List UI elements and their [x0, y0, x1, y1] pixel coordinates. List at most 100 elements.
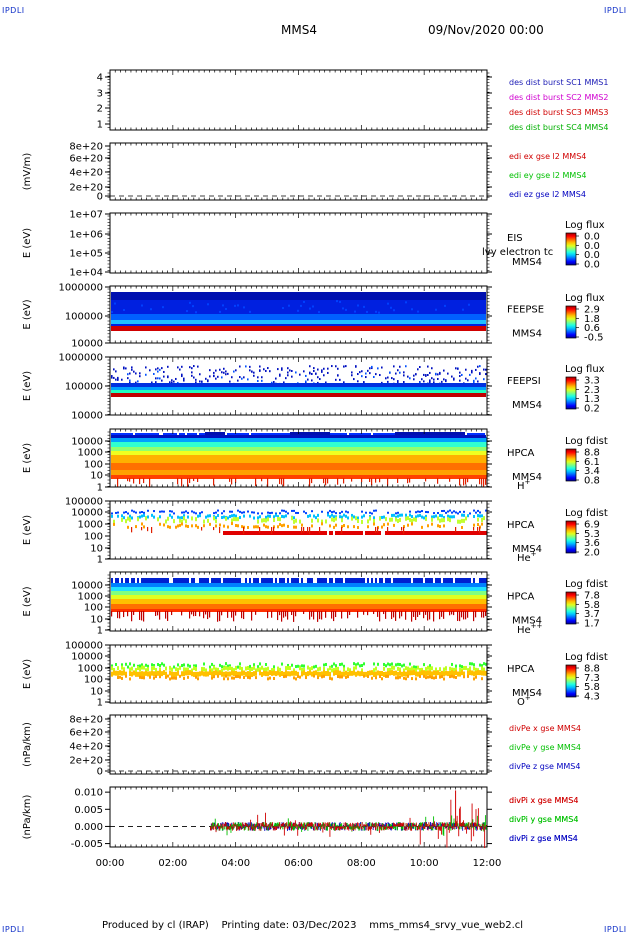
spectrogram-cell — [447, 517, 449, 522]
spectrogram-cell — [435, 475, 437, 479]
spectrogram-cell — [379, 437, 381, 443]
spectrogram-cell — [239, 604, 241, 610]
colorbar-tick-label: 0.0 — [584, 260, 600, 271]
spectrogram-cell — [291, 583, 293, 588]
spectrogram-cell — [207, 437, 209, 443]
spectrogram-cell — [343, 381, 345, 384]
spectrogram-cell — [453, 377, 455, 380]
spectrogram-cell — [175, 578, 177, 584]
spectrogram-cell — [205, 377, 207, 380]
spectrogram-cell — [181, 365, 183, 368]
spectrogram-cell — [119, 591, 121, 596]
spectrogram-cell — [209, 437, 211, 443]
spectrogram-cell — [271, 599, 273, 605]
spectrogram-cell — [331, 475, 333, 479]
spectrogram-cell — [273, 599, 275, 605]
spectrogram-cell — [111, 451, 113, 456]
spectrogram-cell — [217, 514, 219, 518]
spectrogram-cell — [191, 451, 193, 456]
spectrogram-cell — [479, 455, 481, 465]
spectrogram-cell — [411, 470, 413, 476]
spectrogram-cell — [315, 437, 317, 443]
spectrogram-cell — [319, 604, 321, 610]
spectrogram-cell — [323, 451, 325, 456]
spectrogram-cell — [421, 378, 423, 381]
spectrogram-cell — [345, 455, 347, 465]
spectrogram-cell — [167, 451, 169, 456]
spectrogram-cell — [353, 447, 355, 452]
spectrogram-cell — [259, 609, 261, 612]
spectrogram-cell — [461, 525, 463, 529]
spectrogram-cell — [319, 475, 321, 479]
spectrogram-cell — [163, 510, 165, 513]
spectrogram-cell — [277, 451, 279, 456]
spectrogram-cell — [185, 475, 187, 479]
spectrogram-cell — [161, 475, 163, 479]
spectrogram-cell — [365, 531, 367, 535]
spectrogram-cell — [299, 455, 301, 465]
spectrogram-cell — [191, 611, 193, 615]
spectrogram-cell — [347, 455, 349, 465]
spectrogram-cell — [257, 451, 259, 456]
spectrogram-cell — [265, 369, 267, 372]
spectrogram-cell — [211, 463, 213, 471]
spectrogram-cell — [137, 591, 139, 596]
spectrogram-cell — [413, 447, 415, 452]
spectrogram-cell — [285, 587, 287, 592]
spectrogram-cell — [303, 455, 305, 465]
spectrogram-cell — [293, 578, 295, 584]
spectrogram-cell — [187, 591, 189, 596]
spectrogram-cell — [127, 611, 129, 617]
spectrogram-cell — [389, 437, 391, 443]
spectrogram-cell — [367, 369, 369, 372]
spectrogram-cell — [463, 463, 465, 471]
spectrogram-cell — [123, 595, 125, 600]
spectrogram-cell — [209, 591, 211, 596]
spectrogram-cell — [429, 531, 431, 535]
spectrogram-cell — [379, 478, 381, 483]
spectrogram-cell — [245, 595, 247, 600]
spectrogram-cell — [233, 604, 235, 610]
spectrogram-cell — [143, 455, 145, 465]
spectrogram-cell — [259, 599, 261, 605]
spectrogram-cell — [159, 447, 161, 452]
spectrogram-cell — [243, 514, 245, 518]
spectrogram-cell — [219, 451, 221, 456]
spectrogram-cell — [459, 442, 461, 448]
spectrogram-cell — [229, 514, 231, 518]
spectrogram-cell — [267, 525, 269, 529]
spectrogram-cell — [325, 381, 327, 384]
spectrogram-cell — [423, 447, 425, 452]
spectrogram-cell — [157, 367, 159, 370]
spectrogram-cell — [121, 455, 123, 465]
spectrogram-cell — [215, 519, 217, 524]
spectrogram-cell — [279, 451, 281, 456]
spectrogram-cell — [253, 583, 255, 588]
spectrogram-cell — [451, 455, 453, 465]
spectrogram-cell — [479, 442, 481, 448]
spectrogram-cell — [297, 583, 299, 588]
spectrogram-cell — [195, 595, 197, 600]
spectrogram-cell — [143, 591, 145, 596]
spectrogram-cell — [461, 475, 463, 479]
spectrogram-cell — [341, 515, 343, 519]
spectrogram-cell — [359, 463, 361, 471]
spectrogram-cell — [121, 437, 123, 443]
spectrogram-cell — [435, 372, 437, 375]
spectrogram-cell — [275, 531, 277, 535]
spectrogram-cell — [223, 510, 225, 513]
spectrogram-cell — [301, 591, 303, 596]
spectrogram-cell — [431, 455, 433, 465]
spectrogram-cell — [291, 455, 293, 465]
spectrogram-cell — [429, 451, 431, 456]
spectrogram-cell — [281, 463, 283, 471]
colorbar-tick-label: -0.5 — [584, 333, 604, 344]
spectrogram-cell — [115, 604, 117, 610]
spectrogram-cell — [215, 524, 217, 528]
spectrogram-cell — [447, 514, 449, 518]
spectrogram-cell — [309, 599, 311, 605]
spectrogram-cell — [309, 583, 311, 588]
spectrogram-cell — [139, 478, 141, 485]
spectrogram-cell — [339, 455, 341, 465]
spectrogram-cell — [321, 510, 323, 513]
